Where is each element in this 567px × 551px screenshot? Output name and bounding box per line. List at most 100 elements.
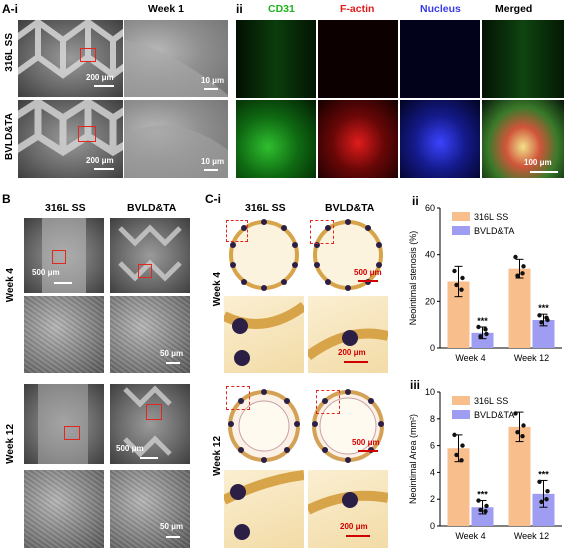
y-axis-label: Neointimal stenosis (%) (408, 231, 418, 326)
bar-bvld-ta-week-12 (532, 493, 555, 526)
legend-label: 316L SS (474, 212, 508, 222)
fluorescence-cd31-316l (236, 20, 316, 98)
scale-bar (166, 362, 180, 364)
data-point (454, 282, 459, 288)
scale-label: 500 μm (116, 444, 144, 453)
y-tick-label: 20 (425, 296, 435, 306)
sem-zoom-316l-week4 (24, 296, 104, 373)
data-point (484, 331, 489, 337)
y-tick-label: 0 (430, 521, 435, 531)
fluorescence-f-actin-bvldta (318, 100, 398, 178)
data-point (537, 313, 542, 318)
histology-zoom-316l-week12 (224, 470, 304, 548)
zoom-box (78, 126, 96, 142)
fluorescence-nucleus-bvldta (400, 100, 480, 178)
data-point (478, 507, 483, 513)
data-point (483, 509, 488, 514)
bar-bvld-ta-week-4 (471, 332, 494, 348)
zoom-box (64, 426, 80, 440)
sem-stent-bvldta-week12: 500 μm (110, 384, 190, 464)
fluorescence-merged-316l (482, 20, 564, 98)
data-point (454, 452, 459, 458)
scale-bar (166, 536, 180, 538)
bar-316l-ss-week-12 (508, 268, 531, 348)
data-point (520, 271, 525, 276)
sem-image-316l-week1-high: 10 μm (124, 20, 228, 97)
sem-zoom-316l-week12 (24, 470, 104, 548)
data-point (513, 254, 518, 260)
strut-surface (124, 125, 228, 178)
row-label-316l-ss-a: 316L SS (4, 33, 15, 72)
histology-section-316l-week4 (224, 218, 304, 293)
data-point (520, 434, 525, 439)
neointimal-area-chart: 0 2 4 6 8 10 Neointimal Area (mm²) Week 4 *** Wee… (408, 387, 562, 541)
neointimal-stenosis-chart: 0 20 40 60 Neointimal stenosis (%) Week 4 *** W… (408, 203, 562, 363)
vessel-cross-section (312, 389, 384, 463)
scale-label: 500 μm (352, 438, 380, 447)
scale-bar (140, 457, 158, 459)
stent-strut-pattern (18, 20, 123, 79)
scale-label: 50 μm (160, 349, 184, 358)
histology-zoom-bvldta-week12: 200 μm (308, 470, 388, 548)
scale-bar (358, 280, 378, 282)
zoom-box (52, 250, 66, 264)
data-point (460, 275, 465, 281)
data-point (483, 327, 488, 332)
data-point (544, 497, 549, 502)
panel-label-a-i: A-i (2, 2, 18, 16)
sem-zoom-bvldta-week12: 50 μm (110, 470, 190, 548)
x-tick-label: Week 12 (514, 353, 549, 363)
row-label-week4-c: Week 4 (212, 272, 223, 307)
vessel-cross-section (313, 219, 383, 291)
scale-bar (346, 535, 370, 537)
data-point (452, 432, 457, 438)
row-label-week12-b: Week 12 (5, 424, 16, 464)
fluorescence-cd31-bvldta (236, 100, 316, 178)
column-header-316l-ss-c: 316L SS (245, 202, 286, 214)
zoom-box (146, 404, 162, 420)
significance-marker: *** (477, 490, 488, 500)
data-point (484, 503, 489, 509)
data-point (515, 273, 520, 278)
bar-316l-ss-week-12 (508, 426, 531, 526)
y-tick-label: 0 (430, 343, 435, 353)
fluorescence-f-actin-316l (318, 20, 398, 98)
scale-bar (94, 85, 114, 87)
y-tick-label: 60 (425, 203, 435, 213)
histology-section-316l-week12 (224, 384, 304, 464)
scale-bar (204, 169, 218, 171)
column-header-merged: Merged (495, 3, 533, 15)
sem-zoom-bvldta-week4: 50 μm (110, 296, 190, 373)
stent-strut-pattern (18, 100, 123, 157)
data-point (539, 499, 544, 505)
scale-bar (530, 171, 558, 173)
column-header-cd31: CD31 (268, 3, 295, 15)
zoom-box (310, 220, 334, 244)
significance-marker: *** (538, 469, 549, 479)
scale-bar (358, 450, 378, 452)
significance-marker: *** (538, 303, 549, 313)
scale-label: 500 μm (354, 268, 382, 277)
scale-bar (94, 168, 114, 170)
column-header-316l-ss-b: 316L SS (45, 202, 86, 214)
scale-label: 200 μm (340, 522, 368, 531)
legend-label: BVLD&TA (474, 226, 514, 236)
data-point (539, 320, 544, 325)
x-tick-label: Week 4 (455, 531, 485, 541)
histology-zoom-bvldta-week4: 200 μm (308, 296, 388, 373)
histology-section-bvldta-week12: 500 μm (308, 384, 388, 464)
data-point (545, 488, 550, 494)
data-point (513, 411, 518, 416)
column-header-f-actin: F-actin (340, 3, 375, 15)
histology-section-bvldta-week4: 500 μm (308, 218, 388, 293)
scale-label: 200 μm (338, 348, 366, 357)
column-header-nucleus: Nucleus (420, 3, 461, 15)
panel-label-c-ii: ii (412, 194, 419, 208)
data-point (452, 268, 457, 274)
x-tick-label: Week 12 (514, 531, 549, 541)
data-point (476, 324, 481, 330)
sem-image-bvldta-week1-low: 200 μm (18, 100, 123, 178)
zoom-box (138, 264, 152, 278)
y-axis-label: Neointimal Area (mm²) (408, 414, 418, 504)
scale-label: 500 μm (32, 268, 60, 277)
